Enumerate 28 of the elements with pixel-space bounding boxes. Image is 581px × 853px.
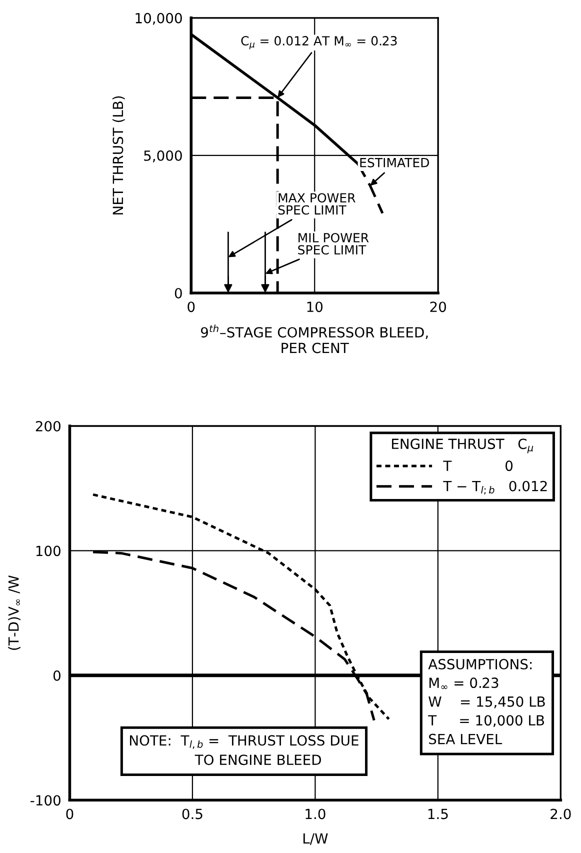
x-tick-label: 20 — [430, 302, 446, 312]
text: T − T$_{l;b}$ 0.012 — [443, 480, 547, 495]
x-tick-label: 0 — [66, 808, 74, 820]
y-tick-label: -100 — [30, 795, 60, 806]
y-tick-label: 200 — [36, 420, 60, 432]
x-tick-label: 0 — [188, 302, 195, 312]
x-axis-title: 9$^{th}$–STAGE COMPRESSOR BLEED, PER CENT — [200, 324, 428, 354]
x-tick-label: 10 — [307, 302, 323, 312]
y-tick-label: 5,000 — [144, 150, 182, 162]
y-tick-label: 10,000 — [136, 12, 182, 25]
legend-label: T 0 — [443, 460, 513, 472]
x-tick-label: 1.5 — [428, 808, 448, 820]
x-tick-label: 0.5 — [182, 808, 202, 820]
ref-line-label: MAX POWER SPEC LIMIT — [278, 193, 356, 215]
annotation: ASSUMPTIONS: M$_{∞}$ = 0.23 W = 15,450 LB T = 10,000 LB SEA LEVEL — [428, 658, 545, 744]
x-tick-label: 2.0 — [550, 808, 571, 820]
annotation: C$_{μ}$ = 0.012 AT M$_{∞}$ = 0.23 — [241, 36, 397, 50]
y-tick-label: 100 — [36, 546, 60, 556]
y-axis-title: (T-D)V$_{∞}$ /W — [8, 576, 20, 650]
ref-line-label: MIL POWER SPEC LIMIT — [298, 232, 369, 255]
annotation: ESTIMATED — [360, 158, 429, 168]
annotation: NOTE: T$_{l,b}$ = THRUST LOSS DUE TO ENGINE BLEED — [130, 735, 358, 766]
y-tick-label: 0 — [174, 288, 182, 298]
x-axis-title: L/W — [303, 833, 328, 845]
y-tick-label: 0 — [53, 670, 60, 681]
y-axis-title: NET THRUST (LB) — [112, 96, 125, 214]
x-tick-label: 1.0 — [306, 808, 326, 820]
legend-title: ENGINE THRUST C$_{μ}$ — [392, 438, 534, 454]
